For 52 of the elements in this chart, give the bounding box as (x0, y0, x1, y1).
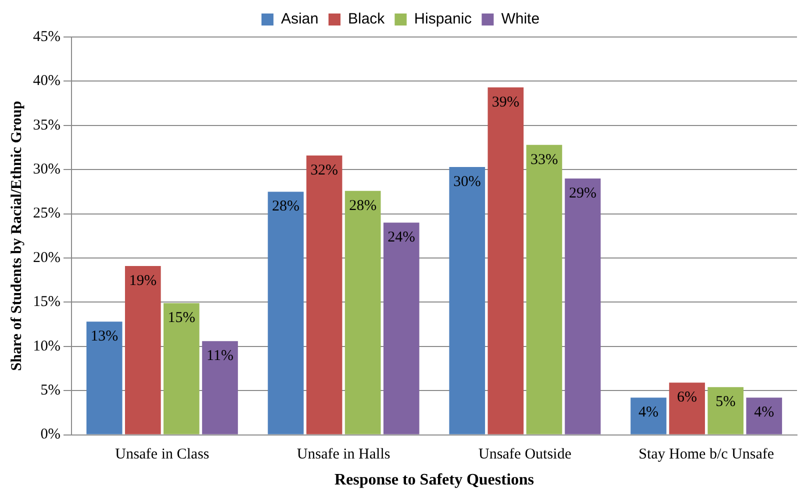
data-label: 30% (453, 174, 481, 190)
data-label: 28% (272, 198, 300, 215)
y-tick-label: 15% (32, 294, 60, 310)
y-tick-label: 30% (32, 162, 60, 178)
bar (526, 144, 562, 434)
bar (669, 382, 705, 434)
data-label: 13% (90, 328, 118, 345)
bar (630, 398, 666, 434)
legend-label: Asian (280, 10, 318, 28)
bar (268, 192, 304, 434)
data-label: 28% (349, 198, 377, 214)
bar (708, 387, 744, 434)
y-tick-label: 5% (40, 382, 60, 399)
y-axis-title: Share of Students by Racial/Ethnic Group (8, 100, 25, 371)
x-tick-label: Unsafe in Class (115, 446, 210, 463)
data-label: 39% (492, 94, 520, 110)
bar (124, 266, 161, 434)
bar (746, 398, 782, 434)
y-tick-label: 10% (32, 338, 60, 354)
data-label: 4% (754, 404, 774, 421)
bar (164, 303, 200, 434)
legend-label: White (501, 10, 540, 28)
bar (344, 190, 381, 434)
bar (86, 322, 122, 434)
data-label: 11% (206, 348, 234, 364)
y-tick-label: 35% (32, 117, 60, 134)
bar (202, 341, 238, 434)
data-label: 4% (638, 404, 658, 421)
bar (383, 222, 420, 434)
data-label: 5% (716, 394, 736, 410)
data-label: 6% (677, 390, 698, 406)
data-label: 29% (569, 185, 596, 202)
y-tick-label: 25% (32, 206, 60, 222)
bar (564, 178, 601, 434)
y-tick-label: 45% (32, 28, 60, 45)
y-tick-label: 20% (32, 250, 60, 266)
data-label: 19% (129, 272, 157, 289)
data-label: 33% (530, 152, 558, 168)
bar (306, 155, 342, 434)
y-tick-label: 0% (40, 426, 60, 443)
y-tick-label: 40% (32, 73, 60, 90)
x-tick-label: Stay Home b/c Unsafe (638, 446, 774, 463)
legend-label: Hispanic (414, 10, 472, 28)
x-tick-label: Unsafe Outside (478, 446, 572, 463)
x-axis-title: Response to Safety Questions (334, 472, 534, 489)
x-tick-label: Unsafe in Halls (296, 446, 390, 463)
data-label: 15% (168, 310, 196, 326)
legend-label: Black (348, 10, 386, 28)
bar (449, 166, 486, 434)
data-label: 24% (388, 230, 416, 246)
bar (488, 87, 524, 434)
data-label: 32% (310, 162, 338, 178)
